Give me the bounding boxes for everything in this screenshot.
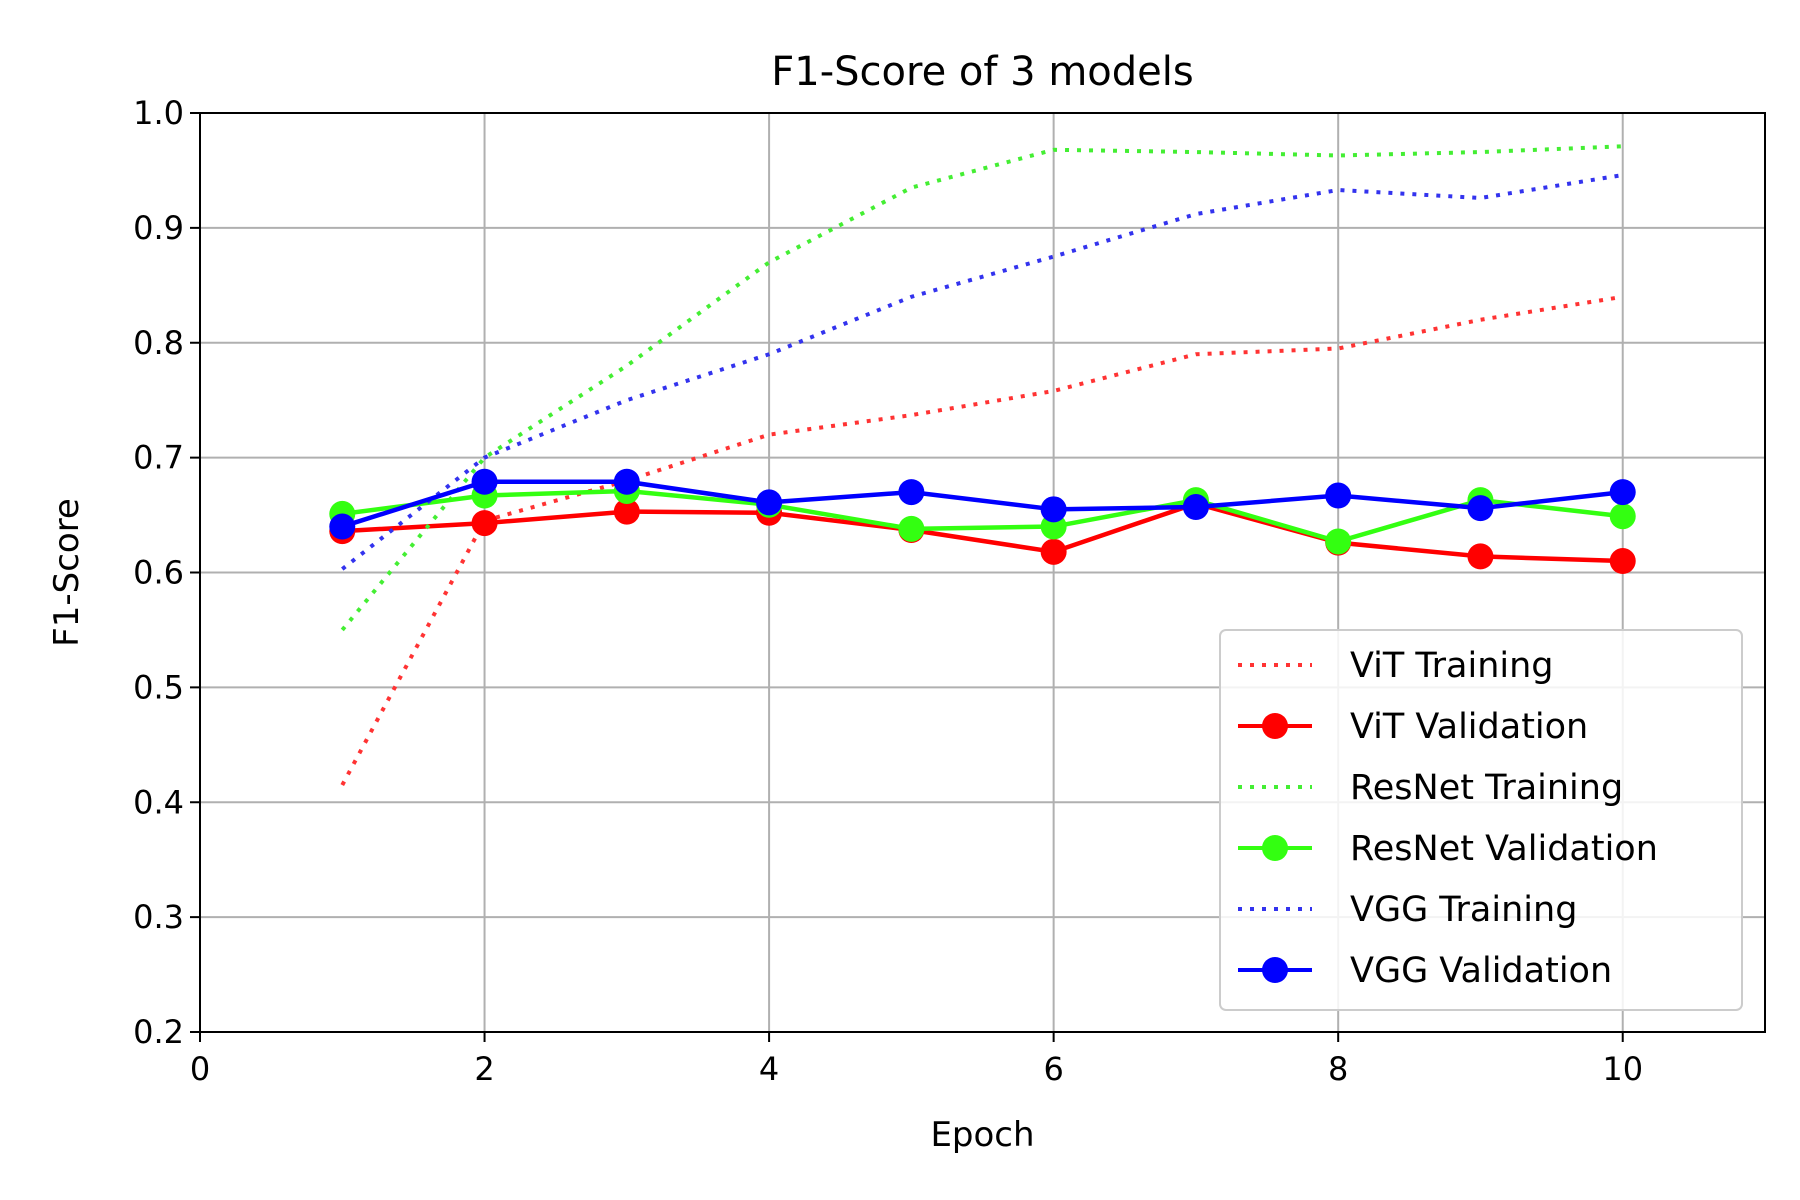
- x-tick-label: 8: [1328, 1050, 1348, 1088]
- legend-label: ResNet Validation: [1350, 829, 1658, 869]
- legend-item: VGG Training: [1238, 890, 1577, 930]
- series-line: [341, 488, 1623, 544]
- chart-title: F1-Score of 3 models: [771, 49, 1193, 95]
- y-tick-label: 0.8: [133, 324, 184, 362]
- y-tick-label: 0.7: [133, 439, 184, 477]
- series-vgg-training: [341, 173, 1624, 571]
- y-axis-label: F1-Score: [47, 498, 87, 647]
- legend-item: ViT Validation: [1238, 707, 1588, 747]
- data-point: [471, 510, 498, 537]
- legend-label: ViT Validation: [1350, 707, 1588, 747]
- data-point: [1609, 479, 1636, 506]
- y-tick-label: 0.5: [133, 668, 184, 706]
- y-tick-label: 0.2: [133, 1013, 184, 1051]
- y-tick-label: 0.9: [133, 209, 184, 247]
- data-point: [1467, 543, 1494, 570]
- data-point: [1467, 495, 1494, 522]
- x-tick-label: 2: [474, 1050, 494, 1088]
- series-line: [341, 479, 1623, 529]
- x-tick-label: 4: [759, 1050, 779, 1088]
- series-vit-training: [340, 294, 1624, 786]
- ticks: 0 2 4 6 8 10 0.2 0.3 0.4 0.5 0.6 0.7 0.8 0.9 1.0: [133, 94, 1643, 1088]
- legend-marker: [1262, 713, 1288, 739]
- data-point: [1325, 528, 1352, 555]
- data-point: [613, 498, 640, 525]
- legend-box: [1219, 629, 1743, 1011]
- legend: ViT Training ViT Validation ResNet Trainin…: [1219, 629, 1743, 1011]
- data-point: [1609, 503, 1636, 530]
- x-axis-label: Epoch: [930, 1115, 1034, 1155]
- data-point: [613, 468, 640, 495]
- series-vgg-validation: [329, 468, 1636, 540]
- legend-label: VGG Training: [1350, 890, 1577, 930]
- data-point: [1325, 482, 1352, 509]
- data-point: [898, 515, 925, 542]
- y-tick-label: 0.4: [133, 783, 184, 821]
- data-point: [329, 513, 356, 540]
- series-layer: [329, 144, 1636, 786]
- legend-label: VGG Validation: [1350, 951, 1612, 991]
- legend-item: ViT Training: [1238, 646, 1554, 686]
- y-tick-label: 0.6: [133, 554, 184, 592]
- data-point: [898, 479, 925, 506]
- legend-item: ResNet Training: [1238, 768, 1623, 808]
- data-point: [471, 468, 498, 495]
- x-tick-label: 0: [190, 1050, 210, 1088]
- legend-label: ResNet Training: [1350, 768, 1623, 808]
- legend-item: VGG Validation: [1238, 951, 1612, 991]
- data-point: [1040, 496, 1067, 523]
- data-point: [1182, 494, 1209, 521]
- series-line: [341, 173, 1624, 571]
- x-tick-label: 10: [1602, 1050, 1643, 1088]
- y-tick-label: 0.3: [133, 898, 184, 936]
- data-point: [756, 489, 783, 516]
- x-tick-label: 6: [1043, 1050, 1063, 1088]
- series-line: [342, 501, 1623, 564]
- legend-item: ResNet Validation: [1238, 829, 1658, 869]
- data-point: [1609, 548, 1636, 575]
- series-line: [340, 294, 1624, 786]
- legend-marker: [1262, 835, 1288, 861]
- legend-marker: [1262, 957, 1288, 983]
- y-tick-label: 1.0: [133, 94, 184, 132]
- legend-label: ViT Training: [1350, 646, 1554, 686]
- data-point: [1040, 538, 1067, 565]
